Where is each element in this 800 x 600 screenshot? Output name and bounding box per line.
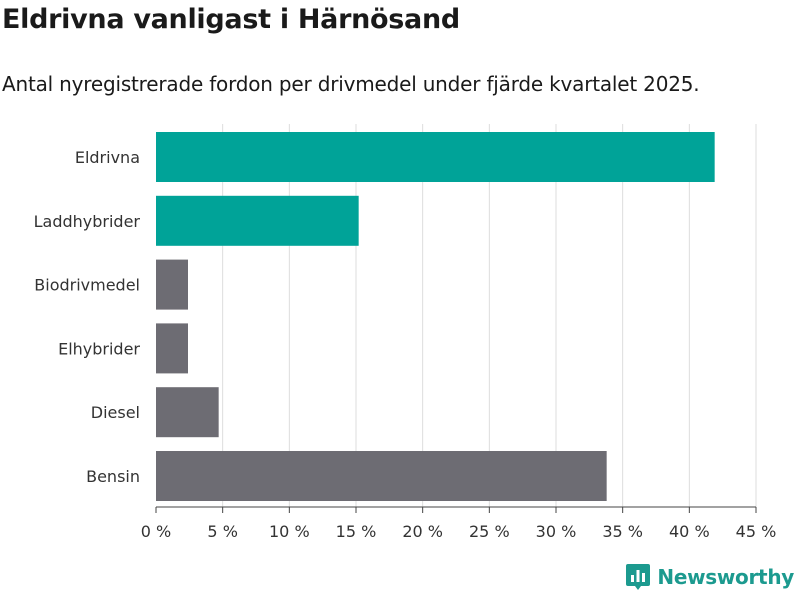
x-tick-label: 0 % xyxy=(141,522,171,541)
x-tick-label: 40 % xyxy=(669,522,710,541)
x-tick-label: 45 % xyxy=(736,522,777,541)
bar-elhybrider xyxy=(156,323,188,374)
category-label: Laddhybrider xyxy=(34,212,141,231)
x-tick-label: 20 % xyxy=(402,522,443,541)
x-axis: 0 % 5 % 10 % 15 % 20 % 25 % 30 % 35 % 40 % 45 % xyxy=(141,506,777,541)
x-tick-label: 30 % xyxy=(536,522,577,541)
bars xyxy=(156,132,715,501)
x-tick-label: 35 % xyxy=(602,522,643,541)
x-tick-label: 25 % xyxy=(469,522,510,541)
bar-biodrivmedel xyxy=(156,259,188,310)
brand-name: Newsworthy xyxy=(657,565,794,589)
category-label: Eldrivna xyxy=(75,148,140,167)
newsworthy-logo-icon xyxy=(626,564,651,590)
category-label: Elhybrider xyxy=(58,339,140,358)
x-tick-label: 15 % xyxy=(336,522,377,541)
chart-subtitle: Antal nyregistrerade fordon per drivmede… xyxy=(2,72,700,96)
x-tick-label: 10 % xyxy=(269,522,310,541)
category-label: Biodrivmedel xyxy=(34,276,140,295)
bar-bensin xyxy=(156,451,607,501)
chart-title: Eldrivna vanligast i Härnösand xyxy=(2,4,460,35)
bar-eldrivna xyxy=(156,132,715,182)
category-label: Bensin xyxy=(86,467,140,486)
brand-logo: Newsworthy xyxy=(625,562,794,592)
category-label: Diesel xyxy=(91,403,140,422)
x-tick-label: 5 % xyxy=(207,522,237,541)
category-labels: Eldrivna Laddhybrider Biodrivmedel Elhybrid… xyxy=(34,148,141,486)
grid-lines xyxy=(222,124,757,507)
bar-diesel xyxy=(156,387,219,438)
bar-laddhybrider xyxy=(156,195,359,246)
